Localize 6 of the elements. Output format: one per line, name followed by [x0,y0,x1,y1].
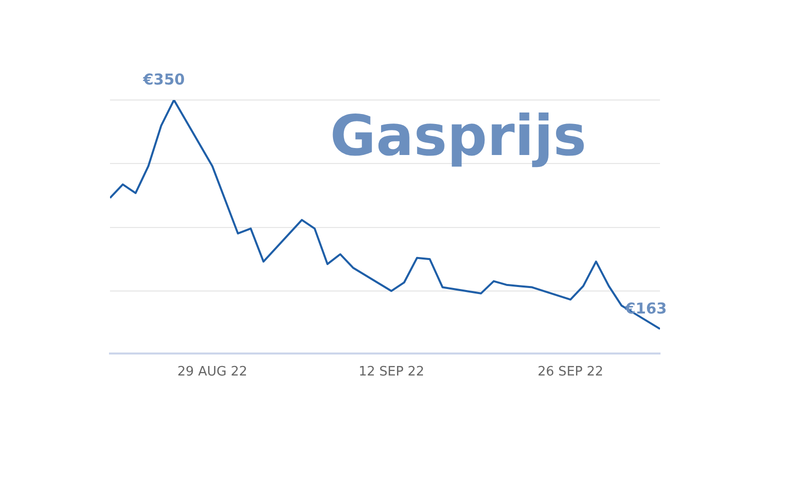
x-tick-label: 26 SEP 22 [538,364,604,380]
x-tick-label: 29 AUG 22 [177,364,248,380]
data-label: €350 [142,70,185,88]
data-label: €163 [624,299,667,318]
chart-title: Gasprijs [330,104,587,169]
x-tick-label: 12 SEP 22 [358,364,424,380]
